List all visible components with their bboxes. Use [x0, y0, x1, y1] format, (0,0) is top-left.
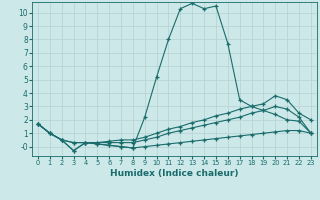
X-axis label: Humidex (Indice chaleur): Humidex (Indice chaleur)	[110, 169, 239, 178]
